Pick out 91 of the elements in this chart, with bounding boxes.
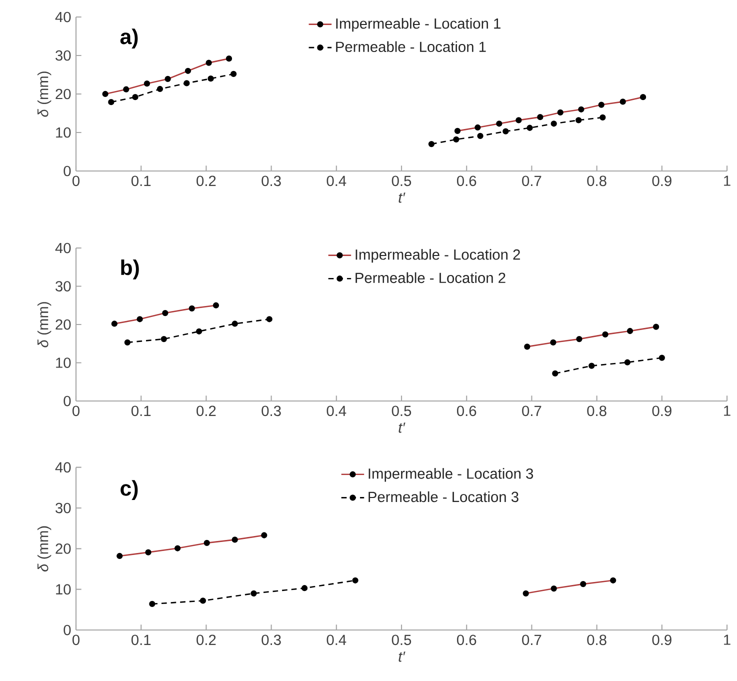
y-tick-label: 30	[56, 502, 71, 514]
y-tick-label: 0	[64, 166, 71, 176]
x-tick-label: 0.2	[196, 406, 216, 416]
y-axis-title: δ (mm)	[37, 302, 52, 348]
x-tick-label: 0.4	[326, 634, 346, 646]
y-tick-label: 10	[56, 584, 71, 595]
point	[301, 585, 308, 592]
point	[266, 316, 272, 322]
x-tick-label: 0.8	[587, 634, 606, 646]
x-tick-label: 0.4	[326, 406, 346, 416]
point	[550, 120, 557, 127]
point	[232, 320, 238, 327]
legend-label: Permeable - Location 2	[356, 272, 506, 284]
x-tick-label: 0.5	[392, 406, 412, 416]
x-axis-title: t′	[398, 422, 406, 433]
point	[156, 86, 164, 92]
y-tick-label: 10	[56, 358, 71, 368]
point	[658, 354, 665, 361]
x-tick-label: 0.9	[652, 176, 672, 186]
text: a)	[120, 28, 138, 48]
point	[352, 577, 358, 584]
legend-label: Permeable - Location 3	[368, 491, 518, 502]
point	[108, 99, 114, 106]
x-tick-label: 0.9	[652, 634, 672, 646]
y-tick-label: 40	[55, 462, 71, 473]
point	[502, 128, 509, 134]
x-tick-label: 0	[72, 634, 80, 646]
x-tick-label: 0.3	[262, 406, 281, 416]
x-tick-label: 1	[724, 176, 730, 186]
x-tick-label: 0.9	[652, 406, 672, 416]
point	[477, 132, 484, 140]
x-tick-label: 0.3	[262, 176, 281, 186]
legend-label: Impermeable - Location 2	[356, 249, 520, 263]
point	[576, 117, 582, 124]
y-tick-label: 30	[56, 50, 71, 61]
x-tick-label: 0.7	[522, 176, 542, 186]
x-tick-label: 0.5	[392, 634, 412, 646]
y-tick-label: 20	[56, 319, 71, 330]
point	[588, 362, 595, 369]
point	[600, 114, 606, 121]
x-axis-title: t′	[398, 652, 406, 662]
point	[208, 76, 214, 82]
x-tick-label: 0.7	[522, 406, 542, 416]
x-tick-label: 0.1	[131, 176, 151, 186]
y-axis-title: δ (mm)	[37, 526, 52, 572]
y-tick-label: 30	[56, 281, 71, 292]
y-tick-label: 10	[56, 127, 71, 138]
point	[149, 600, 156, 608]
x-tick-label: 0.4	[326, 176, 346, 186]
legend-label: Impermeable - Location 3	[368, 468, 534, 482]
y-tick-label: 40	[55, 242, 71, 254]
x-tick-label: 0.7	[522, 634, 542, 646]
text: b)	[121, 259, 139, 280]
x-tick-label: 1	[724, 634, 730, 645]
x-tick-label: 0.6	[456, 406, 476, 416]
point	[132, 94, 138, 100]
x-tick-label: 0.5	[392, 176, 412, 186]
x-tick-label: 0.6	[456, 634, 476, 646]
legend-label: Impermeable - Location 1	[336, 18, 500, 32]
legend-label: Permeable - Location 1	[336, 41, 486, 52]
x-tick-label: 0.6	[456, 176, 476, 186]
point	[200, 598, 206, 604]
y-tick-label: 20	[56, 543, 71, 554]
point	[428, 140, 435, 148]
point	[624, 359, 630, 366]
point	[453, 136, 460, 142]
x-tick-label: 1	[724, 406, 730, 416]
point	[184, 80, 190, 86]
y-tick-label: 40	[55, 12, 71, 22]
x-tick-label: 0.1	[131, 406, 151, 416]
y-tick-label: 0	[64, 624, 71, 636]
point	[250, 590, 257, 596]
x-tick-label: 0	[72, 176, 80, 186]
point	[124, 339, 130, 346]
x-tick-label: 0.8	[587, 406, 606, 416]
y-tick-label: 20	[56, 88, 71, 100]
y-axis-title: δ (mm)	[37, 72, 52, 117]
x-tick-label: 0.2	[196, 634, 216, 646]
x-tick-label: 0.1	[131, 634, 151, 646]
y-tick-label: 0	[64, 396, 71, 406]
x-tick-label: 0	[72, 406, 80, 416]
x-axis-title: t′	[398, 192, 406, 203]
point	[160, 336, 167, 342]
point	[196, 328, 202, 334]
x-tick-label: 0.8	[587, 176, 606, 186]
point	[230, 70, 237, 78]
point	[552, 370, 558, 377]
text: c)	[120, 480, 138, 500]
x-tick-label: 0.2	[196, 176, 216, 186]
point	[526, 124, 533, 131]
x-tick-label: 0.3	[262, 634, 281, 646]
